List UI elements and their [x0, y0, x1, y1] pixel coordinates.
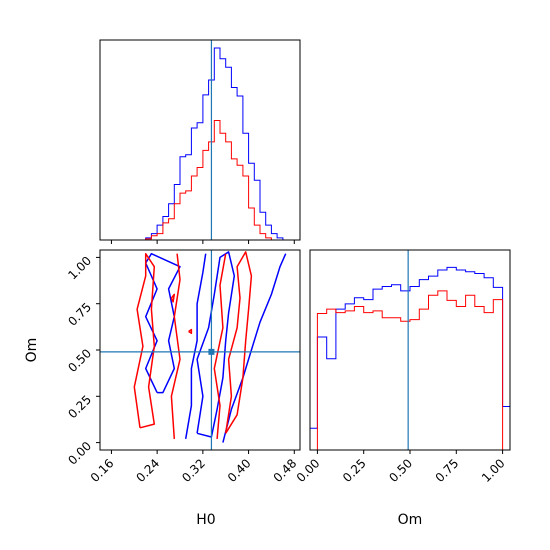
- om-axis-label: Om: [24, 338, 40, 363]
- contour-blue-0: [144, 252, 181, 394]
- contour-red-4: [133, 252, 156, 429]
- contour-red-5: [170, 253, 181, 439]
- h0-om-contour-marks: [100, 250, 300, 450]
- om-x-axis-label: Om: [398, 512, 423, 528]
- h0-hist-blue-series: [111, 47, 295, 241]
- contour-red-7: [224, 251, 253, 434]
- h0-hist-red-series: [111, 120, 295, 241]
- om-hist-red-series: [310, 290, 510, 451]
- contour-blue-3: [222, 253, 287, 443]
- om-hist-blue-series: [309, 266, 511, 450]
- h0-histogram-panel: [99, 39, 301, 244]
- h0-histogram-frame: [99, 39, 301, 241]
- contour-blue-1: [196, 251, 236, 438]
- truth-marker: [208, 348, 215, 355]
- h0-histogram-marks: [110, 40, 295, 244]
- contour-red-6: [213, 253, 227, 439]
- contour-red-8: [188, 328, 193, 335]
- om-histogram-marks: [309, 250, 511, 451]
- contour-blue-2: [184, 253, 207, 440]
- h0-axis-label: H0: [196, 512, 215, 528]
- contour-red-9: [170, 293, 176, 303]
